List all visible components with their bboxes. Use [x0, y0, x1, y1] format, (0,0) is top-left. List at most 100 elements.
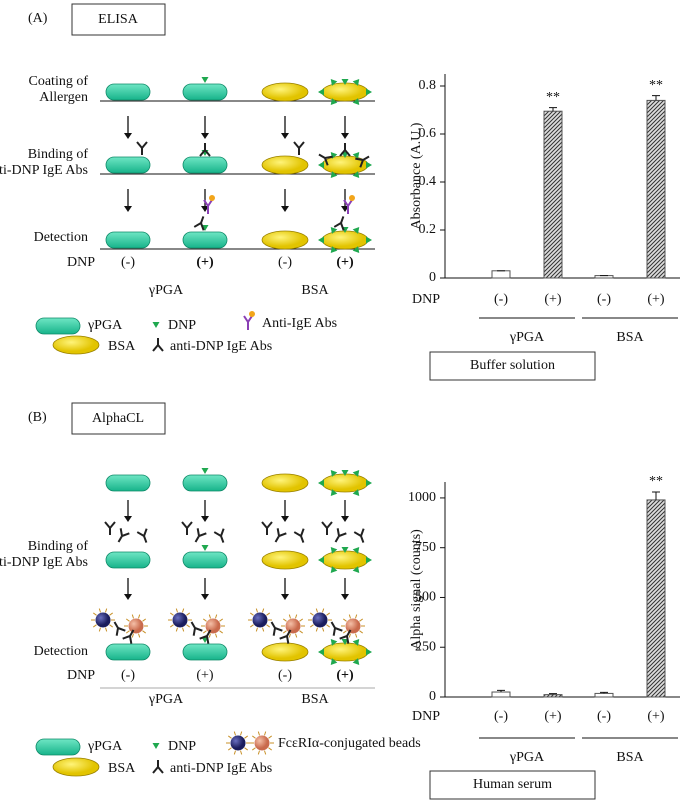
dnp-shape [330, 78, 338, 86]
bead-receptor [268, 735, 273, 739]
bead-receptor [348, 614, 352, 619]
arrow-head [201, 133, 209, 139]
group-label: γPGA [509, 750, 545, 765]
bead-receptor [288, 614, 292, 619]
bead-receptor [257, 731, 261, 736]
ige-shape [113, 621, 126, 636]
gamma-pga-shape [105, 643, 151, 661]
arrow-head [124, 133, 132, 139]
bead-receptor [169, 612, 174, 616]
gamma-pga-shape [182, 474, 228, 492]
ige-shape [318, 153, 333, 166]
dnp-shape [330, 98, 338, 106]
bead [205, 618, 221, 634]
bead-receptor [186, 624, 191, 628]
gamma-pga-shape [35, 317, 81, 335]
condition-label: Buffer solution [470, 358, 555, 373]
dnp-shape [201, 468, 209, 474]
y-tick-label: 0.8 [419, 78, 437, 93]
arrow-head [341, 594, 349, 600]
error-bar [549, 107, 557, 112]
arrow-head [201, 516, 209, 522]
bead-receptor [214, 614, 218, 619]
bsa-shape [261, 550, 309, 570]
bead-receptor [282, 630, 287, 634]
x-row-label: DNP [412, 709, 440, 724]
dnp-shape [330, 489, 338, 497]
x-tick-label: (-) [494, 709, 508, 724]
legend-label: DNP [168, 318, 196, 333]
dnp-shape [352, 78, 360, 86]
ige-shape [339, 143, 351, 157]
ige-shape [136, 528, 148, 543]
bar [543, 694, 563, 698]
x-tick-label: (+) [647, 292, 665, 307]
bead-receptor [359, 630, 364, 634]
step-label: Binding of [28, 147, 89, 162]
ige-shape [293, 528, 305, 543]
ige-shape [136, 141, 148, 155]
legend-label: Anti-IgE Abs [262, 316, 337, 331]
step-label: Allergen [39, 90, 88, 105]
bead-receptor [321, 627, 325, 632]
bead-receptor [239, 750, 243, 755]
bead-receptor [257, 750, 261, 755]
ige-shape [190, 621, 203, 636]
bead-receptor [266, 612, 271, 616]
bead-receptor [186, 612, 191, 616]
arrow-head [281, 133, 289, 139]
arrow-head [341, 133, 349, 139]
ige-shape [339, 629, 352, 644]
group-label: γPGA [509, 330, 545, 345]
bead-receptor [104, 627, 108, 632]
bead-receptor [131, 614, 135, 619]
label-box [71, 3, 166, 36]
legend-label: anti-DNP IgE Abs [170, 339, 272, 354]
anti-ige-label [249, 311, 255, 317]
bead [285, 618, 301, 634]
arrow-head [124, 206, 132, 212]
ige-shape [274, 528, 287, 543]
dnp-state: (-) [121, 255, 135, 270]
ige-shape [104, 521, 116, 535]
bsa-shape [321, 230, 369, 250]
bead-receptor [249, 624, 254, 628]
bead-receptor [309, 612, 314, 616]
error-bar [652, 491, 660, 500]
x-tick-label: (+) [544, 709, 562, 724]
ige-shape [334, 528, 347, 543]
dnp-shape [318, 236, 324, 244]
y-tick-label: 750 [415, 540, 436, 555]
y-tick-label: 0.6 [419, 126, 437, 141]
dnp-shape [152, 322, 160, 328]
bead [345, 618, 361, 634]
step-label: anti-DNP IgE Abs [0, 555, 88, 570]
group-label: BSA [616, 750, 644, 765]
dnp-shape [366, 648, 372, 656]
dnp-shape [352, 98, 360, 106]
bead-receptor [342, 630, 347, 634]
dnp-shape [352, 171, 360, 179]
gamma-pga-shape [105, 551, 151, 569]
bead-receptor [233, 731, 237, 736]
dnp-shape [352, 566, 360, 574]
bead [312, 612, 328, 628]
bead-receptor [261, 627, 265, 632]
bead-receptor [142, 630, 147, 634]
bead [95, 612, 111, 628]
bsa-shape [321, 642, 369, 662]
gamma-pga-shape [182, 231, 228, 249]
gamma-pga-shape [105, 156, 151, 174]
bead-receptor [131, 633, 135, 638]
bead-receptor [326, 612, 331, 616]
bead-receptor [92, 612, 97, 616]
gamma-pga-shape [105, 83, 151, 101]
error-bar [549, 693, 557, 695]
bead-receptor [175, 627, 179, 632]
anti-ige-label [349, 195, 355, 201]
anti-ige-label [209, 195, 215, 201]
bead-receptor [219, 630, 224, 634]
dnp-shape [330, 546, 338, 554]
bead-receptor [227, 747, 232, 751]
dnp-shape [330, 469, 338, 477]
